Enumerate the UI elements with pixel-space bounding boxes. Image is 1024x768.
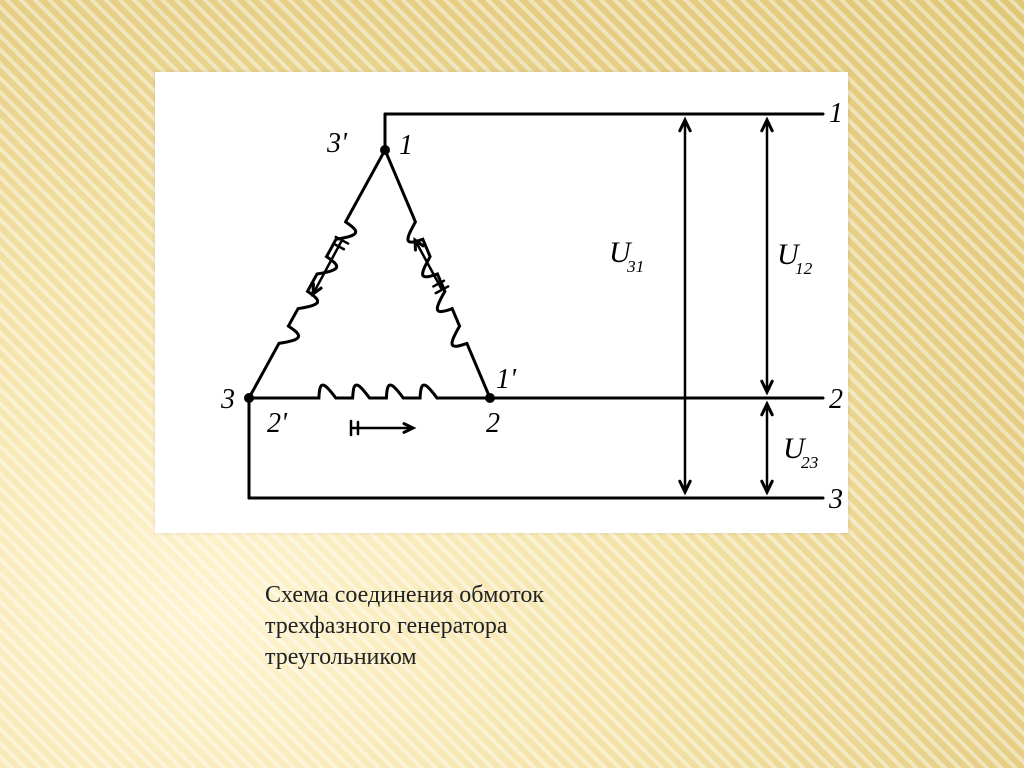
svg-text:31: 31 (626, 257, 644, 276)
svg-text:1: 1 (829, 98, 843, 129)
diagram-figure-box: 1233'132'1'2U31U12U23 (155, 72, 848, 533)
slide-background: 1233'132'1'2U31U12U23 Схема соединения о… (0, 0, 1024, 768)
svg-text:23: 23 (801, 453, 819, 472)
svg-text:2: 2 (486, 408, 500, 439)
svg-text:3': 3' (326, 128, 348, 159)
figure-caption: Схема соединения обмоток трехфазного ген… (265, 580, 544, 674)
svg-text:2: 2 (829, 384, 843, 415)
svg-text:2': 2' (267, 408, 288, 439)
svg-text:1': 1' (496, 364, 517, 395)
svg-text:3: 3 (220, 384, 235, 415)
svg-text:12: 12 (795, 259, 813, 278)
delta-connection-diagram: 1233'132'1'2U31U12U23 (155, 72, 848, 533)
svg-text:3: 3 (828, 484, 843, 515)
svg-text:1: 1 (399, 130, 413, 161)
